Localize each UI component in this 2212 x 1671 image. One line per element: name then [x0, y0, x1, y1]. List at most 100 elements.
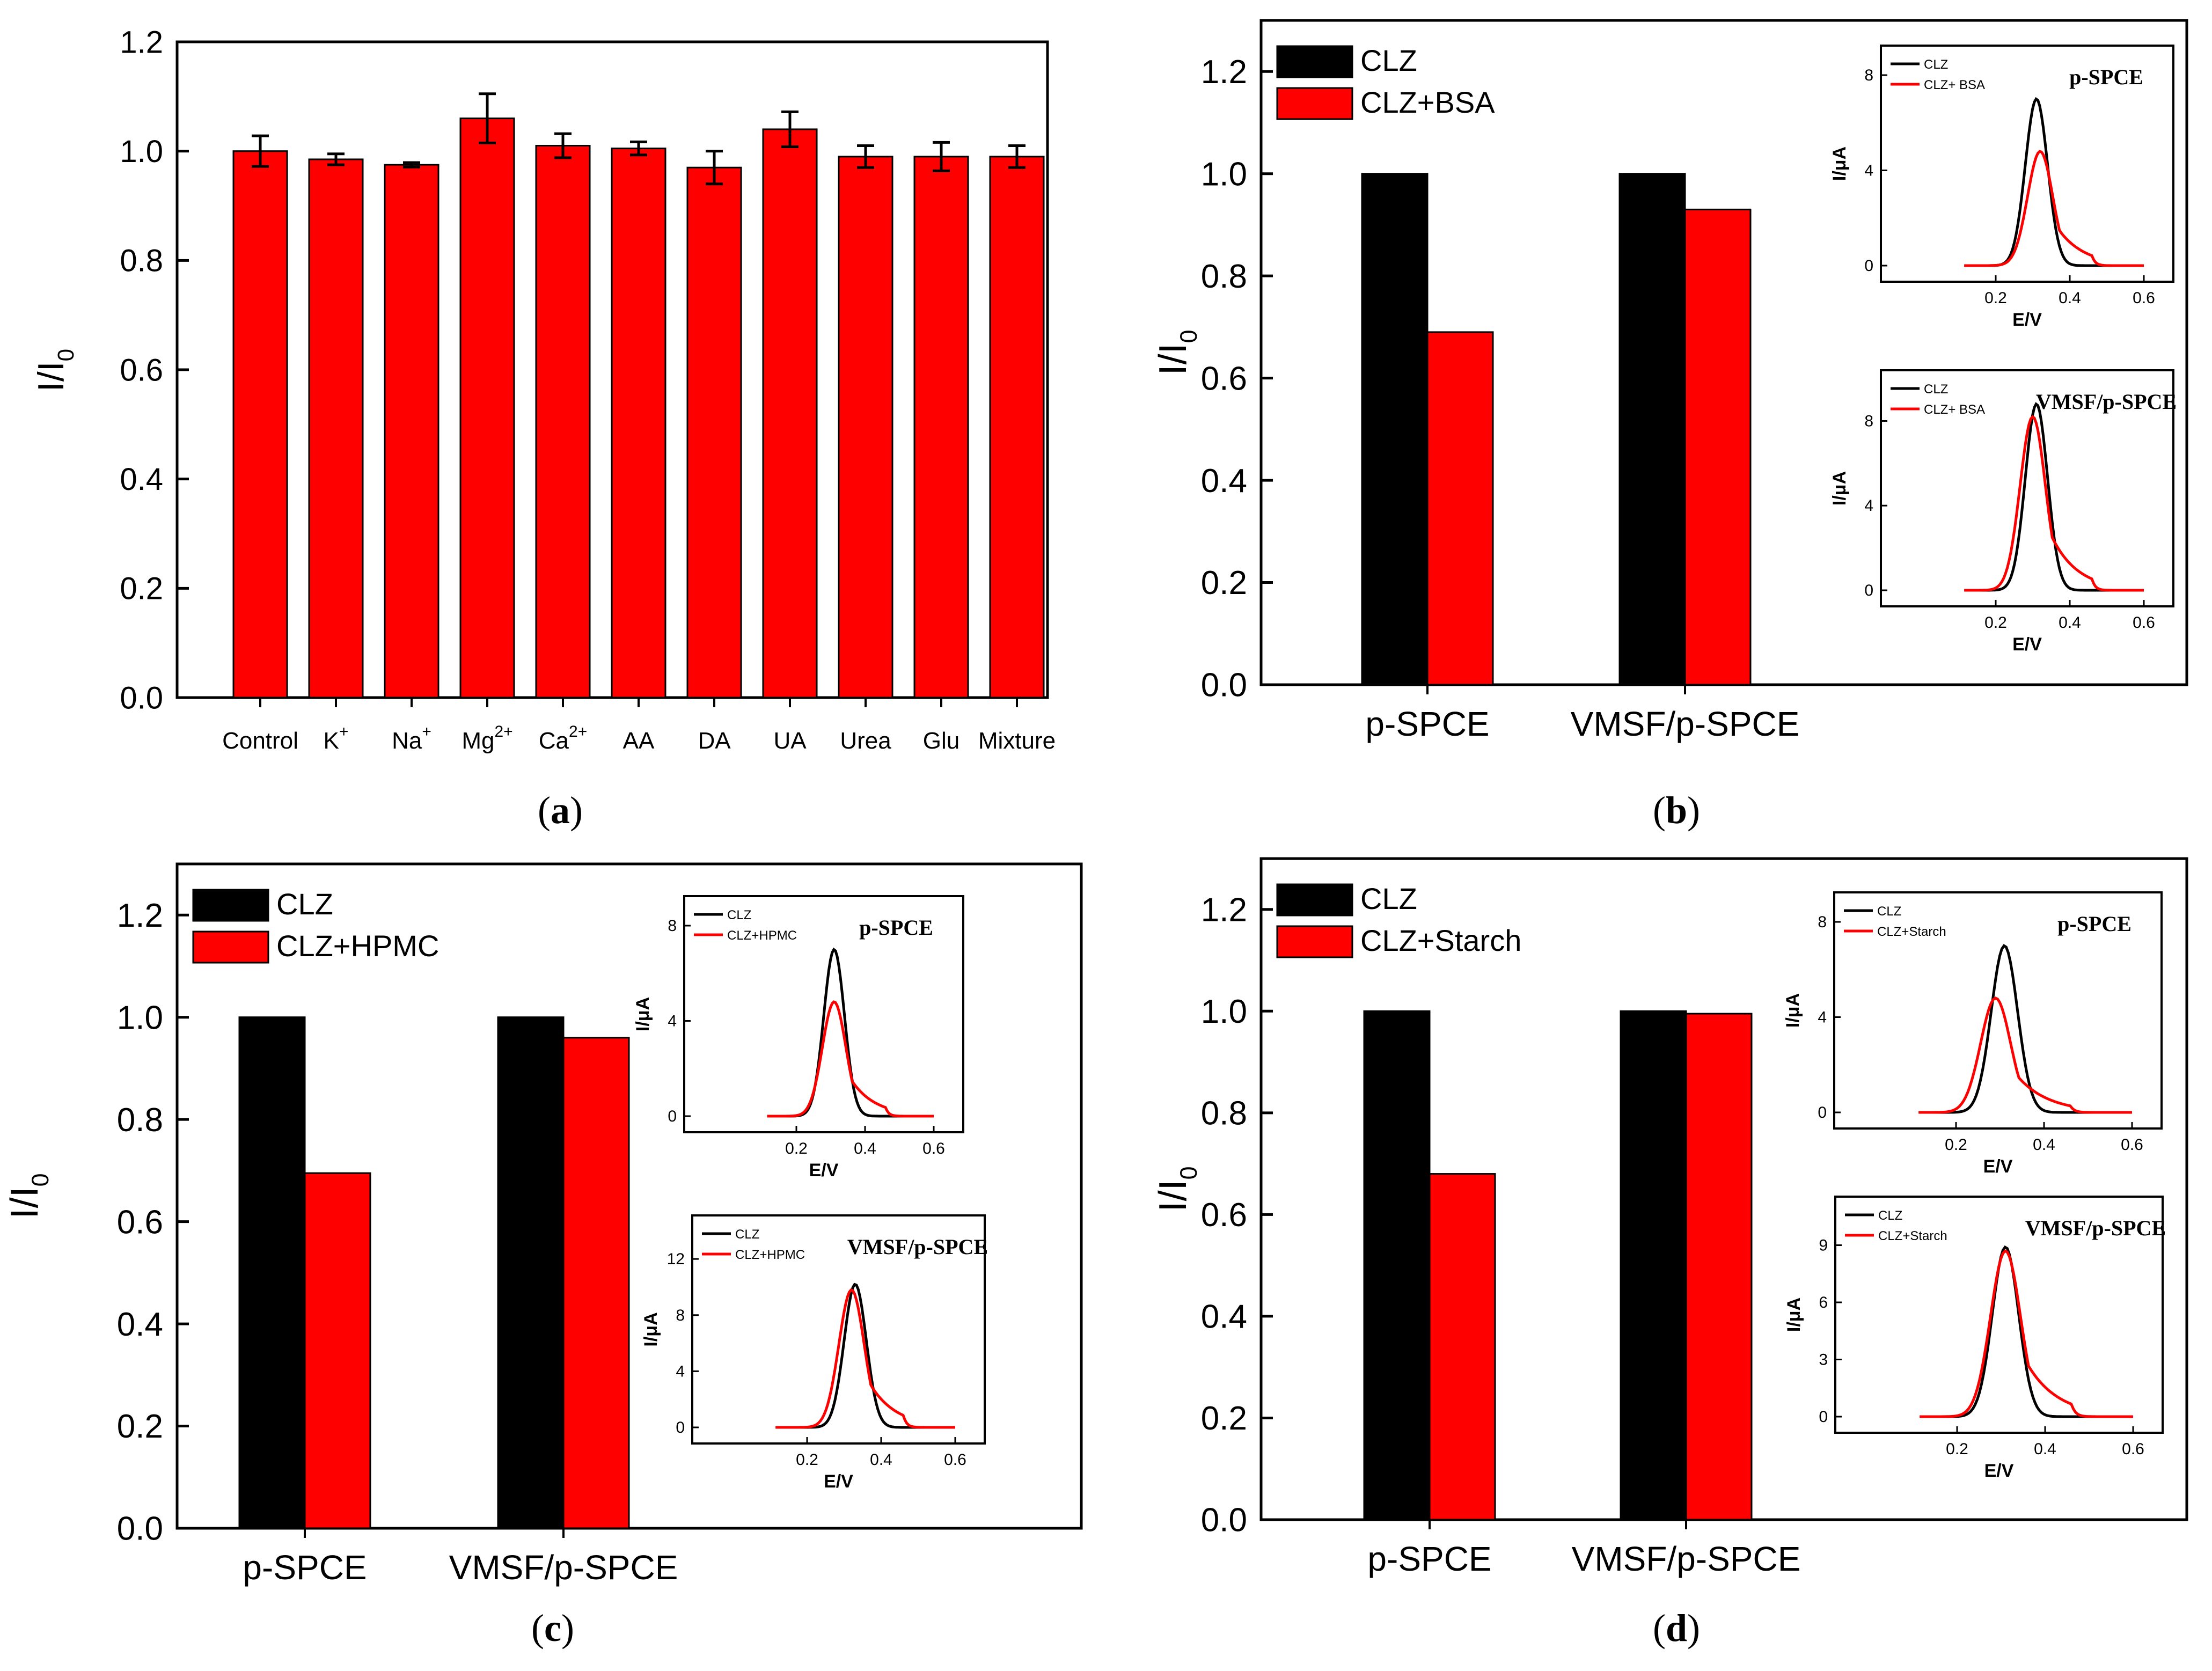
- inset-y-tick-label: 8: [1864, 412, 1873, 430]
- inset-y-tick-label: 4: [1864, 497, 1873, 515]
- panel-b: 0.0 0.2 0.4 0.6 0.8 1.0 1.2 I/I0 p-SPCE VMSF/p-SP…: [1152, 19, 2188, 832]
- y-tick-label: 0.8: [1201, 258, 1247, 295]
- bar-clz: [1361, 173, 1429, 686]
- inset-x-tick-label: 0.6: [922, 1140, 945, 1157]
- inset-x-tick-label: 0.2: [796, 1451, 818, 1469]
- x-tick-label: Control: [222, 728, 298, 754]
- panel-d: 0.0 0.2 0.4 0.6 0.8 1.0 1.2 I/I0 p-SPCE VMSF/p-SP…: [1152, 857, 2188, 1650]
- y-tick-label: 1.2: [1201, 891, 1247, 928]
- legend-swatch: [1276, 925, 1353, 958]
- inset-y-tick-label: 4: [668, 1013, 677, 1030]
- inset-y-tick-label: 4: [1864, 162, 1873, 180]
- inset-legend-label: CLZ+Starch: [1878, 1229, 1947, 1243]
- inset-curve-red: [775, 1288, 955, 1429]
- inset-y-tick-label: 9: [1819, 1237, 1828, 1255]
- legend-label: CLZ: [276, 887, 333, 921]
- inset-x-tick-label: 0.6: [2122, 1440, 2144, 1458]
- y-tick-label: 0.2: [117, 1408, 163, 1445]
- bar-interferent: [1429, 1173, 1496, 1521]
- inset-legend-label: CLZ: [1878, 1208, 1902, 1223]
- inset-curve-black: [1964, 402, 2144, 592]
- inset-frame: [1833, 891, 2163, 1130]
- y-tick-label: 0.6: [1201, 1197, 1247, 1234]
- y-tick-label: 0.8: [120, 244, 163, 278]
- inset-x-tick-label: 0.4: [870, 1451, 892, 1469]
- bar-interferent: [1426, 331, 1494, 686]
- bar: [308, 158, 364, 699]
- inset-frame: [691, 1214, 986, 1445]
- inset-x-tick-label: 0.2: [785, 1140, 808, 1157]
- bar-clz: [1363, 1010, 1431, 1521]
- inset-x-tick-label: 0.6: [2133, 289, 2155, 307]
- inset-x-tick-label: 0.2: [1984, 614, 2007, 632]
- y-tick-label: 0.0: [1201, 1502, 1247, 1539]
- inset-plot: 0 4 8 0.2 0.4 0.6 E/V I/μA CLZ CLZ+ BSA p-SPCE: [1829, 45, 2174, 330]
- panel-a: 0.0 0.2 0.4 0.6 0.8 1.0 1.2 I/I0 Control K+ Na+ Mg2…: [31, 25, 1056, 832]
- bar-interferent: [304, 1172, 371, 1529]
- y-axis-label: I/I0: [31, 349, 78, 392]
- inset-x-axis-label: E/V: [824, 1471, 853, 1492]
- x-tick-label: VMSF/p-SPCE: [449, 1548, 678, 1587]
- x-tick-label: Glu: [923, 728, 959, 754]
- inset-y-tick-label: 3: [1819, 1351, 1828, 1369]
- x-tick-label: p-SPCE: [1365, 705, 1489, 743]
- inset-x-tick-label: 0.6: [944, 1451, 966, 1469]
- inset-legend-label: CLZ: [735, 1227, 759, 1242]
- inset-y-tick-label: 4: [676, 1362, 685, 1380]
- y-axis-label: I/I0: [3, 1174, 54, 1219]
- y-tick-label: 0.0: [1201, 667, 1247, 704]
- bar-clz: [1618, 173, 1686, 686]
- inset-legend-label: CLZ: [1924, 57, 1948, 72]
- y-tick-label: 0.2: [1201, 1400, 1247, 1437]
- bar-interferent: [1685, 1013, 1753, 1521]
- inset-y-axis-label: I/μA: [1829, 471, 1850, 505]
- bar: [535, 144, 591, 699]
- inset-curve-red: [1964, 150, 2144, 267]
- bar: [611, 148, 666, 699]
- inset-curve-red: [767, 1000, 934, 1118]
- panel-label: (d): [1653, 1607, 1700, 1650]
- x-tick-label: Urea: [840, 728, 891, 754]
- inset-y-axis-label: I/μA: [1783, 993, 1803, 1028]
- legend-label: CLZ+Starch: [1360, 924, 1521, 957]
- legend-label: CLZ: [1360, 43, 1417, 77]
- x-tick-label: DA: [698, 728, 731, 754]
- x-tick-label: Mg2+: [462, 723, 512, 754]
- inset-x-axis-label: E/V: [2012, 310, 2042, 330]
- y-tick-label: 1.2: [120, 25, 163, 60]
- y-tick-label: 0.4: [120, 462, 163, 497]
- panel-label: (a): [538, 789, 583, 832]
- legend-swatch: [192, 930, 269, 964]
- inset-frame: [1880, 45, 2174, 283]
- inset-title: VMSF/p-SPCE: [2025, 1216, 2166, 1240]
- inset-x-tick-label: 0.2: [1946, 1440, 1968, 1458]
- y-tick-label: 0.2: [120, 571, 163, 606]
- inset-x-axis-label: E/V: [1984, 1461, 2014, 1481]
- inset-frame: [683, 895, 964, 1133]
- y-tick-label: 0.4: [117, 1306, 163, 1343]
- y-tick-label: 1.0: [120, 134, 163, 169]
- inset-y-tick-label: 8: [1818, 913, 1827, 931]
- inset-y-tick-label: 0: [1818, 1104, 1827, 1122]
- inset-x-tick-label: 0.6: [2133, 614, 2155, 632]
- inset-y-tick-label: 0: [676, 1419, 685, 1437]
- bar-clz: [238, 1016, 306, 1529]
- x-tick-label: p-SPCE: [1367, 1540, 1491, 1578]
- inset-y-tick-label: 0: [1864, 257, 1873, 275]
- x-tick-label: VMSF/p-SPCE: [1572, 1540, 1801, 1578]
- inset-y-tick-label: 0: [668, 1108, 677, 1125]
- legend-label: CLZ+BSA: [1360, 85, 1495, 119]
- inset-legend-label: CLZ: [1924, 382, 1948, 397]
- inset-x-tick-label: 0.6: [2121, 1136, 2143, 1154]
- y-tick-label: 0.6: [120, 353, 163, 387]
- y-axis-label: I/I0: [1152, 1167, 1202, 1212]
- inset-y-axis-label: I/μA: [1784, 1298, 1804, 1332]
- x-tick-label: VMSF/p-SPCE: [1571, 705, 1800, 743]
- inset-legend-label: CLZ+ BSA: [1924, 78, 1985, 92]
- y-tick-label: 0.6: [117, 1204, 163, 1241]
- x-tick-label: Mixture: [978, 728, 1056, 754]
- panel-c: 0.0 0.2 0.4 0.6 0.8 1.0 1.2 I/I0 p-SPCE VMSF/p-SP…: [3, 862, 1083, 1650]
- y-tick-label: 1.0: [1201, 156, 1247, 193]
- y-tick-label: 0.0: [117, 1511, 163, 1548]
- bar-interferent: [1684, 208, 1752, 686]
